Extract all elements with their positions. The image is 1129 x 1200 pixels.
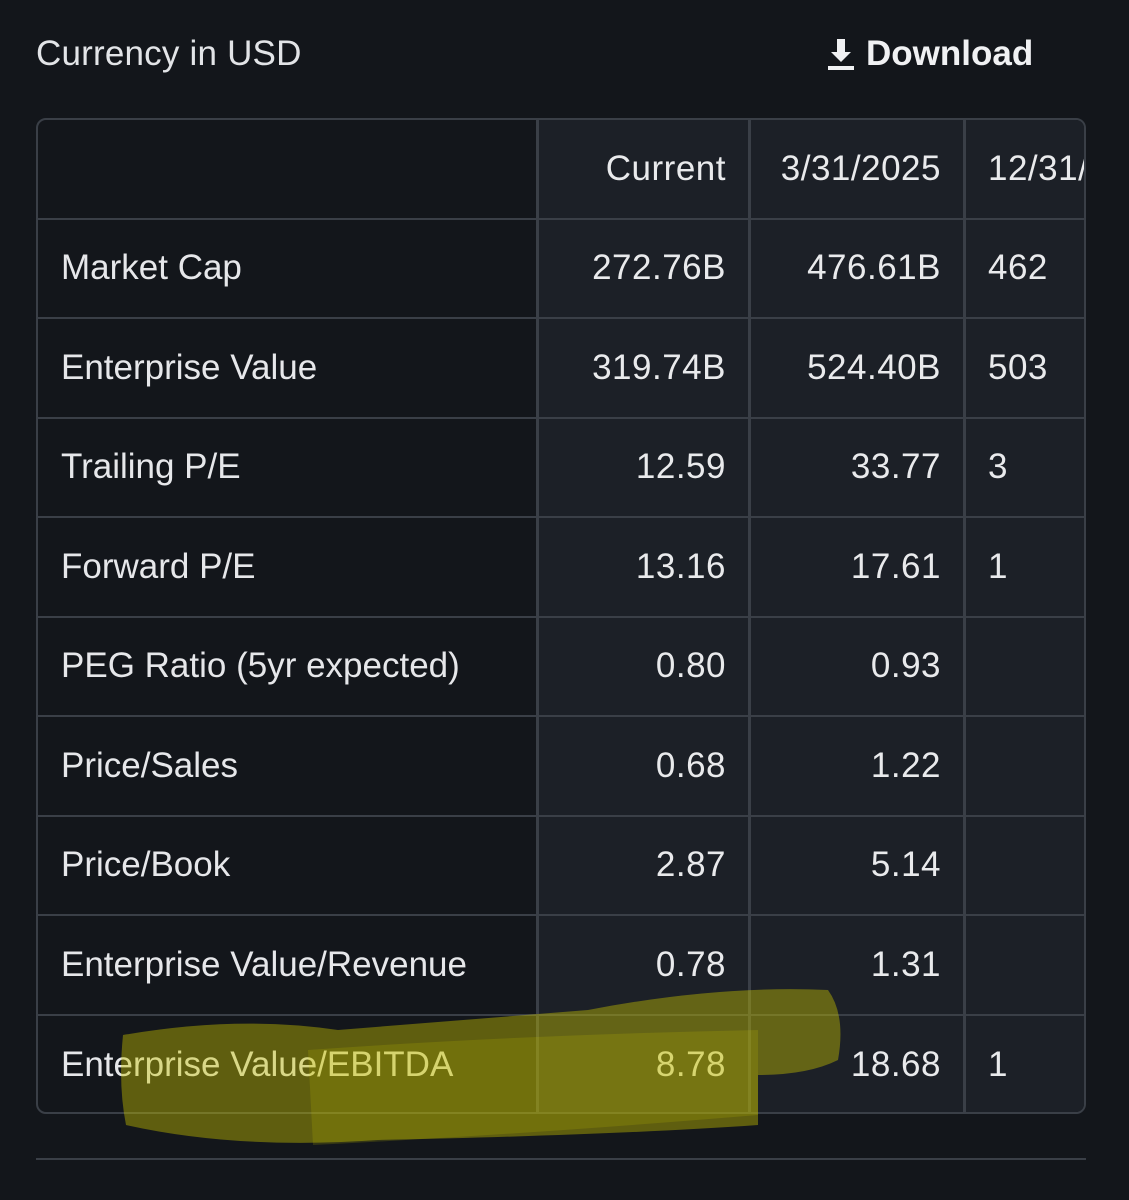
header-label-cell	[38, 120, 536, 218]
header-q2[interactable]: 12/31/	[963, 120, 1084, 218]
table-row: PEG Ratio (5yr expected) 0.80 0.93	[38, 617, 1084, 717]
value-current: 0.80	[536, 617, 748, 715]
value-q1: 0.93	[748, 617, 963, 715]
value-q2	[963, 717, 1084, 815]
header-q1[interactable]: 3/31/2025	[748, 120, 963, 218]
download-icon	[826, 37, 856, 71]
table-header-row: Current 3/31/2025 12/31/	[38, 120, 1084, 220]
value-q1: 524.40B	[748, 319, 963, 417]
row-label: PEG Ratio (5yr expected)	[61, 646, 460, 686]
value-q1: 5.14	[748, 816, 963, 914]
currency-label: Currency in USD	[36, 34, 302, 73]
table-row: Trailing P/E 12.59 33.77 3	[38, 418, 1084, 518]
value-q2	[963, 617, 1084, 715]
value-q2: 3	[963, 418, 1084, 516]
value-q1: 18.68	[748, 1015, 963, 1112]
table-row: Enterprise Value 319.74B 524.40B 503	[38, 319, 1084, 419]
value-current: 13.16	[536, 518, 748, 616]
table-row: Price/Sales 0.68 1.22	[38, 717, 1084, 817]
row-label: Forward P/E	[61, 546, 256, 586]
table-row: Market Cap 272.76B 476.61B 462	[38, 219, 1084, 319]
table-row: Enterprise Value/Revenue 0.78 1.31	[38, 916, 1084, 1016]
value-q1: 1.31	[748, 916, 963, 1014]
row-label: Price/Book	[61, 845, 231, 885]
value-current: 2.87	[536, 816, 748, 914]
download-label: Download	[866, 34, 1034, 73]
row-label: Enterprise Value/Revenue	[61, 944, 467, 984]
row-label: Enterprise Value	[61, 347, 318, 387]
row-label: Enterprise Value/EBITDA	[61, 1045, 454, 1085]
value-q2: 1	[963, 518, 1084, 616]
section-divider	[36, 1158, 1086, 1160]
value-q1: 476.61B	[748, 219, 963, 317]
value-current: 12.59	[536, 418, 748, 516]
value-q2: 462	[963, 219, 1084, 317]
value-q2	[963, 916, 1084, 1014]
value-current: 0.68	[536, 717, 748, 815]
value-q2	[963, 816, 1084, 914]
value-current: 8.78	[536, 1015, 748, 1112]
value-current: 0.78	[536, 916, 748, 1014]
value-current: 272.76B	[536, 219, 748, 317]
value-q2: 1	[963, 1015, 1084, 1112]
table-row: Forward P/E 13.16 17.61 1	[38, 518, 1084, 618]
row-label: Market Cap	[61, 248, 242, 288]
row-label: Trailing P/E	[61, 447, 241, 487]
value-q1: 33.77	[748, 418, 963, 516]
value-current: 319.74B	[536, 319, 748, 417]
table-row: Price/Book 2.87 5.14	[38, 816, 1084, 916]
download-button[interactable]: Download	[826, 34, 1033, 74]
value-q1: 1.22	[748, 717, 963, 815]
row-label: Price/Sales	[61, 745, 239, 785]
header-current[interactable]: Current	[536, 120, 748, 218]
value-q2: 503	[963, 319, 1084, 417]
table-row: Enterprise Value/EBITDA 8.78 18.68 1	[38, 1015, 1084, 1112]
valuation-table: Current 3/31/2025 12/31/ Market Cap 272.7…	[36, 118, 1086, 1114]
value-q1: 17.61	[748, 518, 963, 616]
